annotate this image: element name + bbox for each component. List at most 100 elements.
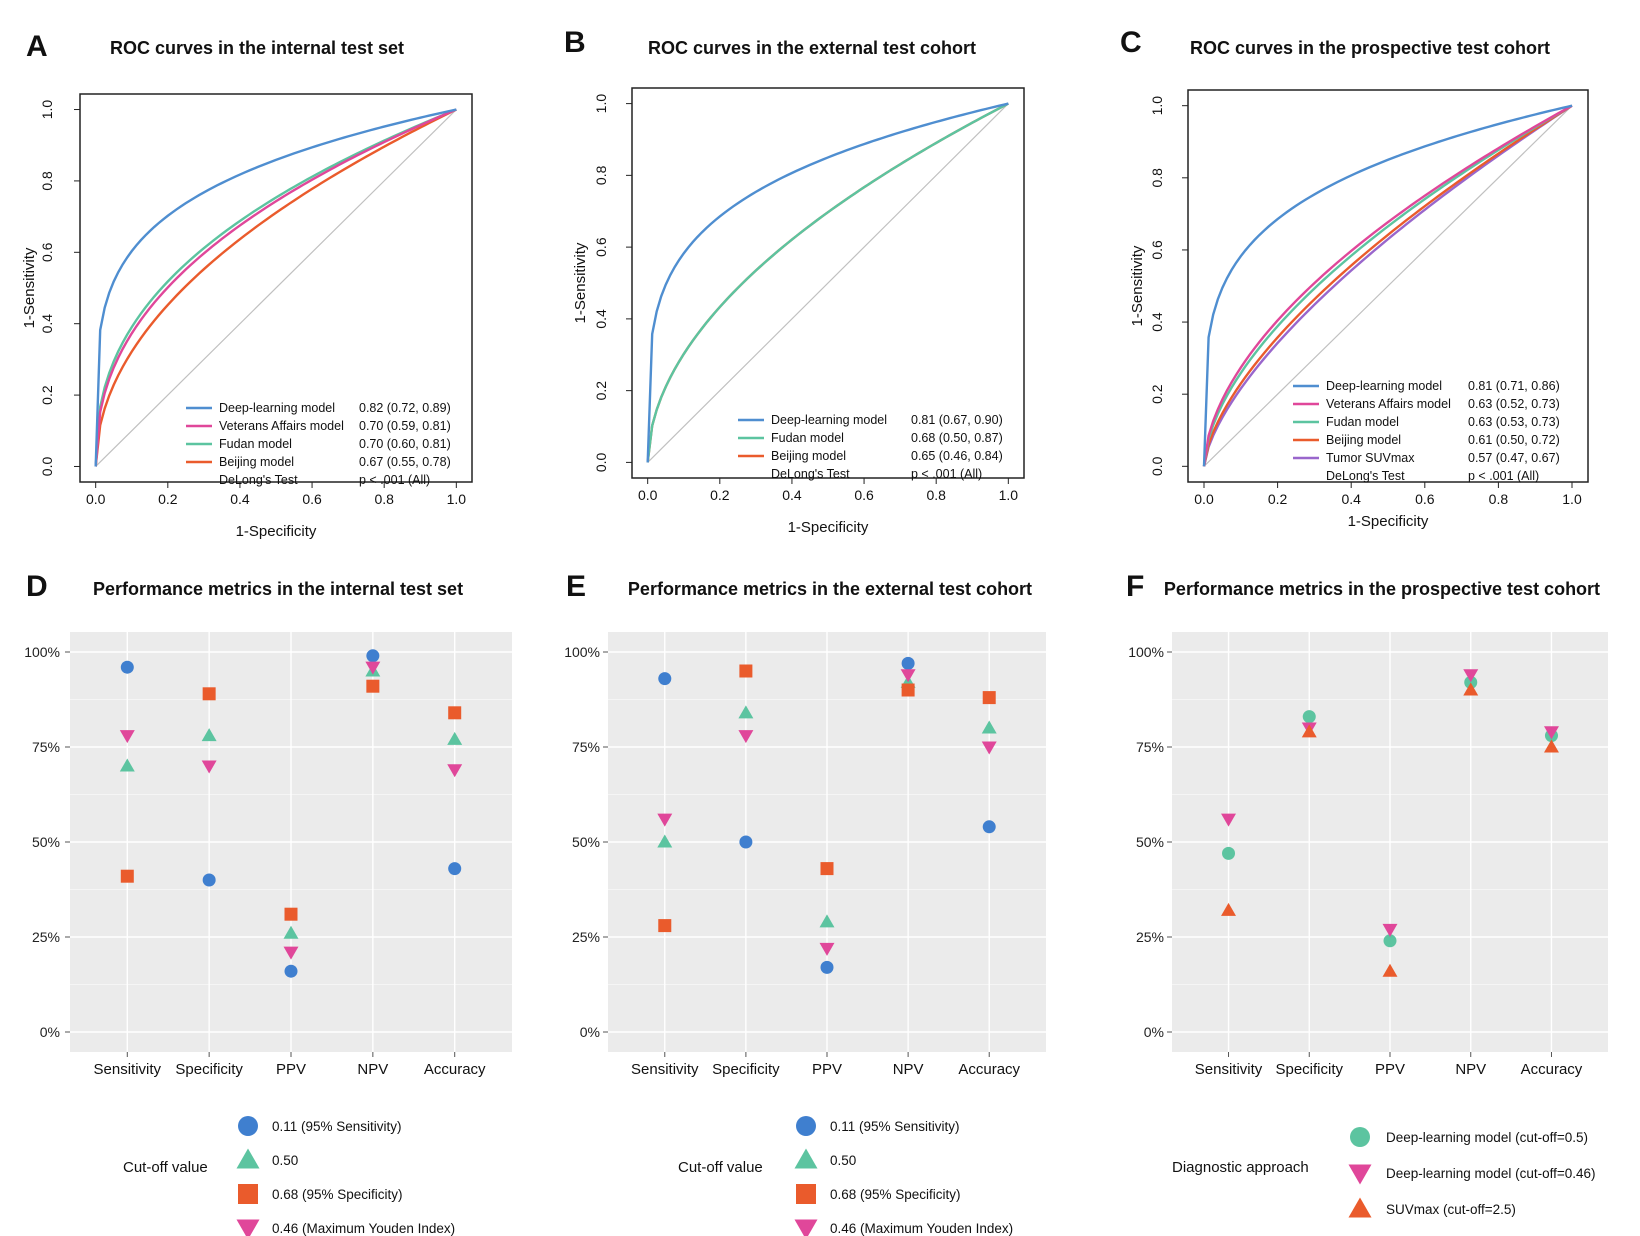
panel-d-data-point xyxy=(366,649,380,663)
panel-c-legend-auc: 0.63 (0.52, 0.73) xyxy=(1468,397,1560,411)
panel-letter-e: E xyxy=(566,570,586,603)
panel-b-x-tick-label: 0.4 xyxy=(782,487,802,503)
panel-d-data-point xyxy=(283,925,299,939)
panel-e-legend-label: 0.68 (95% Specificity) xyxy=(830,1187,961,1202)
panel-f-y-tick-label: 75% xyxy=(1136,739,1164,755)
panel-d-data-point xyxy=(284,907,298,921)
panel-a-legend-auc: 0.82 (0.72, 0.89) xyxy=(359,401,451,415)
panel-d-legend-title: Cut-off value xyxy=(123,1159,208,1176)
panel-e-data-point xyxy=(982,691,996,705)
panel-e-legend-label: 0.50 xyxy=(830,1153,856,1168)
panel-d-data-point xyxy=(283,946,299,960)
panel-d-legend-marker xyxy=(238,1184,258,1204)
panel-b-test-name: DeLong's Test xyxy=(771,467,850,481)
panel-e-category-label: PPV xyxy=(812,1061,842,1078)
panel-e-legend-label: 0.11 (95% Sensitivity) xyxy=(830,1119,960,1134)
panel-f-category-label: NPV xyxy=(1455,1061,1486,1078)
panel-d-y-tick-label: 50% xyxy=(32,834,60,850)
panel-e-data-point xyxy=(739,664,753,678)
panel-a-y-axis-label: 1-Sensitivity xyxy=(21,247,38,328)
panel-a-roc-curve xyxy=(94,108,457,467)
panel-c-legend-name: Tumor SUVmax xyxy=(1326,451,1415,465)
panel-f-category-label: Accuracy xyxy=(1521,1061,1583,1078)
panel-d-category-label: Accuracy xyxy=(424,1061,486,1078)
panel-c-legend-auc: 0.57 (0.47, 0.67) xyxy=(1468,451,1560,465)
panel-c-y-tick-label: 0.0 xyxy=(1149,456,1165,476)
panel-d-y-tick-label: 100% xyxy=(24,644,60,660)
panel-b-title: ROC curves in the external test cohort xyxy=(648,38,976,58)
panel-a: A ROC curves in the internal test set 0.… xyxy=(21,30,473,540)
panel-f-legend-marker xyxy=(1350,1127,1370,1147)
panel-b-y-tick-label: 0.4 xyxy=(593,309,609,329)
panel-f-category-label: Specificity xyxy=(1275,1061,1343,1078)
panel-b-legend-name: Fudan model xyxy=(771,431,844,445)
panel-d-legend-label: 0.46 (Maximum Youden Index) xyxy=(272,1221,455,1236)
panel-c-frame xyxy=(1187,89,1589,483)
panel-d-y-tick-label: 75% xyxy=(32,739,60,755)
panel-e-data-point xyxy=(658,919,672,933)
panel-c-x-tick-label: 1.0 xyxy=(1562,491,1582,507)
panel-d-legend-marker xyxy=(236,1148,260,1169)
panel-f-data-point xyxy=(1464,675,1478,689)
panel-c-legend-auc: 0.61 (0.50, 0.72) xyxy=(1468,433,1560,447)
panel-e-data-point xyxy=(738,705,754,719)
panel-d-title: Performance metrics in the internal test… xyxy=(93,579,463,599)
panel-c-x-tick-label: 0.4 xyxy=(1341,491,1361,507)
panel-d-data-point xyxy=(201,760,217,774)
panel-d-data-point xyxy=(447,764,463,778)
panel-b-x-tick-label: 0.8 xyxy=(926,487,946,503)
panel-c-x-tick-label: 0.2 xyxy=(1268,491,1288,507)
panel-a-legend-auc: 0.70 (0.59, 0.81) xyxy=(359,419,451,433)
panel-e-legend-marker xyxy=(794,1219,818,1236)
panel-f-category-label: PPV xyxy=(1375,1061,1405,1078)
panel-f-data-point xyxy=(1301,724,1317,738)
panel-f-y-tick-label: 0% xyxy=(1144,1024,1164,1040)
panel-e-data-point xyxy=(738,730,754,744)
panel-a-legend-auc: 0.67 (0.55, 0.78) xyxy=(359,455,451,469)
panel-f-y-tick-label: 25% xyxy=(1136,929,1164,945)
panel-d-category-label: PPV xyxy=(276,1061,306,1078)
panel-e-y-tick-label: 0% xyxy=(580,1024,600,1040)
panel-f-legend-label: SUVmax (cut-off=2.5) xyxy=(1386,1202,1516,1217)
panel-a-roc-curve xyxy=(94,108,457,467)
panel-b-x-tick-label: 0.2 xyxy=(710,487,730,503)
panel-a-plot: 0.0 0.0 0.2 0.2 0.4 0.4 0.6 0.6 0.8 0.8 1.0 1.0 1-Sp… xyxy=(21,93,473,540)
panel-c-legend-auc: 0.81 (0.71, 0.86) xyxy=(1468,379,1560,393)
panel-c: C ROC curves in the prospective test coh… xyxy=(1120,26,1589,530)
panel-a-test-value: p < .001 (All) xyxy=(359,473,430,487)
panel-e-data-point xyxy=(657,813,673,827)
panel-c-roc-curve xyxy=(1202,104,1573,467)
panel-e-data-point xyxy=(819,942,835,956)
panel-a-x-tick-label: 0.6 xyxy=(302,491,322,507)
panel-e-category-label: NPV xyxy=(893,1061,924,1078)
panel-e-data-point xyxy=(982,820,996,834)
panel-e-data-point xyxy=(819,914,835,928)
panel-e-category-label: Accuracy xyxy=(958,1061,1020,1078)
panel-a-x-tick-label: 0.4 xyxy=(230,491,250,507)
panel-letter-c: C xyxy=(1120,26,1142,59)
panel-a-x-tick-label: 1.0 xyxy=(447,491,467,507)
panel-c-legend-name: Deep-learning model xyxy=(1326,379,1442,393)
panel-c-diagonal xyxy=(1203,105,1573,467)
panel-d: D Performance metrics in the internal te… xyxy=(24,570,512,1236)
panel-b-legend-name: Deep-learning model xyxy=(771,413,887,427)
panel-a-y-tick-label: 0.6 xyxy=(39,242,55,262)
panel-e-data-point xyxy=(900,669,916,683)
panel-d-legend-marker xyxy=(236,1219,260,1236)
panel-c-legend-name: Beijing model xyxy=(1326,433,1401,447)
panel-b-y-tick-label: 1.0 xyxy=(593,94,609,114)
panel-b-legend-auc: 0.68 (0.50, 0.87) xyxy=(911,431,1003,445)
panel-e-legend-marker xyxy=(794,1148,818,1169)
panel-e-y-tick-label: 100% xyxy=(564,644,600,660)
panel-d-data-point xyxy=(119,730,135,744)
panel-d-data-point xyxy=(202,687,216,701)
panel-c-y-tick-label: 0.8 xyxy=(1149,168,1165,188)
panel-e-data-point xyxy=(981,741,997,755)
panel-e-data-point xyxy=(901,683,915,697)
panel-f-category-label: Sensitivity xyxy=(1195,1061,1263,1078)
panel-b-frame xyxy=(631,87,1025,479)
panel-a-title: ROC curves in the internal test set xyxy=(110,38,404,58)
panel-c-roc-curve xyxy=(1202,104,1573,467)
panel-c-y-tick-label: 0.6 xyxy=(1149,240,1165,260)
